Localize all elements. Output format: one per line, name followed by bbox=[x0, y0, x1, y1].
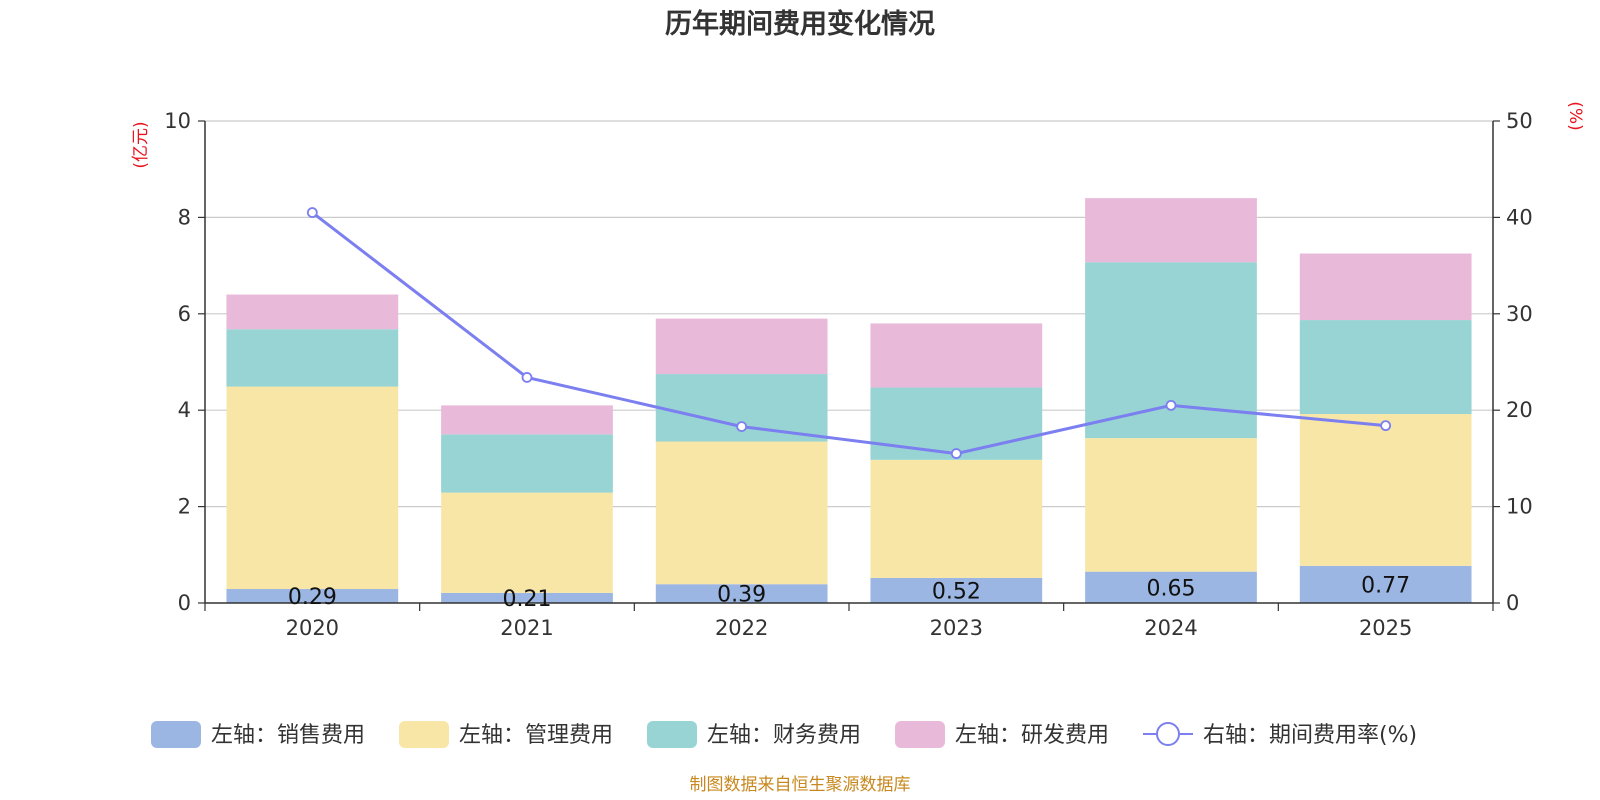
right-axis-tick-label: 30 bbox=[1506, 302, 1533, 326]
bar-series bbox=[226, 198, 1472, 603]
legend-marker bbox=[1156, 722, 1180, 746]
bar-segment bbox=[441, 492, 613, 593]
legend-swatch bbox=[647, 721, 697, 748]
chart-title: 历年期间费用变化情况 bbox=[665, 8, 935, 40]
legend-swatch bbox=[895, 721, 945, 748]
bar-segment bbox=[226, 386, 399, 590]
left-axis-tick-label: 10 bbox=[164, 109, 191, 133]
left-axis-tick-label: 8 bbox=[178, 205, 191, 229]
legend-label: 右轴：期间费用率(%) bbox=[1203, 723, 1417, 748]
bar-segment bbox=[870, 323, 1043, 388]
legend-label: 左轴：财务费用 bbox=[707, 723, 861, 748]
right-axis-tick-label: 0 bbox=[1506, 591, 1519, 615]
x-axis-label: 2025 bbox=[1359, 616, 1412, 640]
bar-segment bbox=[226, 329, 399, 387]
legend-label: 左轴：销售费用 bbox=[211, 723, 365, 748]
bar-segment bbox=[655, 441, 828, 585]
bar-labels: 0.29 0.21 0.39 0.52 0.65 0.77 bbox=[288, 573, 1410, 611]
right-axis-tick-label: 50 bbox=[1506, 109, 1533, 133]
left-axis-tick-label: 4 bbox=[178, 398, 191, 422]
line-series bbox=[306, 207, 1392, 459]
bar-data-label: 0.77 bbox=[1361, 573, 1410, 598]
bar-segment bbox=[1085, 438, 1257, 572]
left-axis-tick-label: 6 bbox=[178, 302, 191, 326]
line-point bbox=[950, 448, 962, 459]
axes: 0 2 4 6 8 10 0 10 20 30 40 50 2020 2021 2022 2023 2024 20… bbox=[164, 109, 1532, 640]
bar-segment bbox=[1299, 253, 1472, 321]
legend-swatch bbox=[399, 721, 449, 748]
gridlines bbox=[205, 120, 1493, 508]
right-axis-tick-label: 10 bbox=[1506, 495, 1533, 519]
bar-segment bbox=[441, 405, 613, 435]
bar-segment bbox=[226, 589, 399, 603]
x-axis-label: 2020 bbox=[286, 616, 339, 640]
bar-segment bbox=[655, 584, 828, 603]
bar-segment bbox=[655, 318, 828, 375]
line-point bbox=[521, 372, 533, 383]
legend: 左轴：销售费用 左轴：管理费用 左轴：财务费用 左轴：研发费用 右轴：期间费用率(%) bbox=[151, 721, 1417, 748]
bar-segment bbox=[870, 577, 1043, 603]
left-axis-tick-label: 2 bbox=[178, 495, 191, 519]
line-point bbox=[736, 421, 748, 432]
bar-segment bbox=[1085, 571, 1257, 603]
line-point bbox=[1380, 420, 1392, 432]
right-axis-unit: (%) bbox=[1565, 101, 1585, 130]
bar-segment bbox=[1299, 414, 1472, 566]
bar-segment bbox=[441, 592, 613, 603]
bar-segment bbox=[870, 459, 1043, 578]
bar-segment bbox=[1299, 565, 1472, 603]
x-axis-label: 2024 bbox=[1144, 616, 1197, 640]
bar-segment bbox=[226, 294, 399, 330]
x-axis-label: 2021 bbox=[500, 616, 553, 640]
right-axis-tick-label: 40 bbox=[1506, 205, 1533, 229]
bar-segment bbox=[1085, 198, 1257, 263]
line-path bbox=[311, 211, 1386, 456]
source-note: 制图数据来自恒生聚源数据库 bbox=[690, 775, 911, 795]
bar-segment bbox=[1299, 320, 1472, 415]
bar-data-label: 0.65 bbox=[1147, 576, 1196, 601]
bar-data-label: 0.52 bbox=[932, 579, 981, 604]
x-axis-label: 2022 bbox=[715, 616, 768, 640]
legend-swatch bbox=[151, 721, 201, 748]
bar-data-label: 0.21 bbox=[503, 587, 552, 612]
legend-label: 左轴：管理费用 bbox=[459, 723, 613, 748]
bar-segment bbox=[441, 434, 613, 493]
left-axis-unit: (亿元) bbox=[131, 121, 151, 168]
right-axis-tick-label: 20 bbox=[1506, 398, 1533, 422]
bar-data-label: 0.39 bbox=[717, 583, 766, 608]
line-point bbox=[306, 207, 318, 218]
legend-label: 左轴：研发费用 bbox=[955, 723, 1109, 748]
bar-data-label: 0.29 bbox=[288, 585, 337, 610]
line-point bbox=[1165, 399, 1177, 411]
x-axis-label: 2023 bbox=[930, 616, 983, 640]
left-axis-tick-label: 0 bbox=[178, 591, 191, 615]
